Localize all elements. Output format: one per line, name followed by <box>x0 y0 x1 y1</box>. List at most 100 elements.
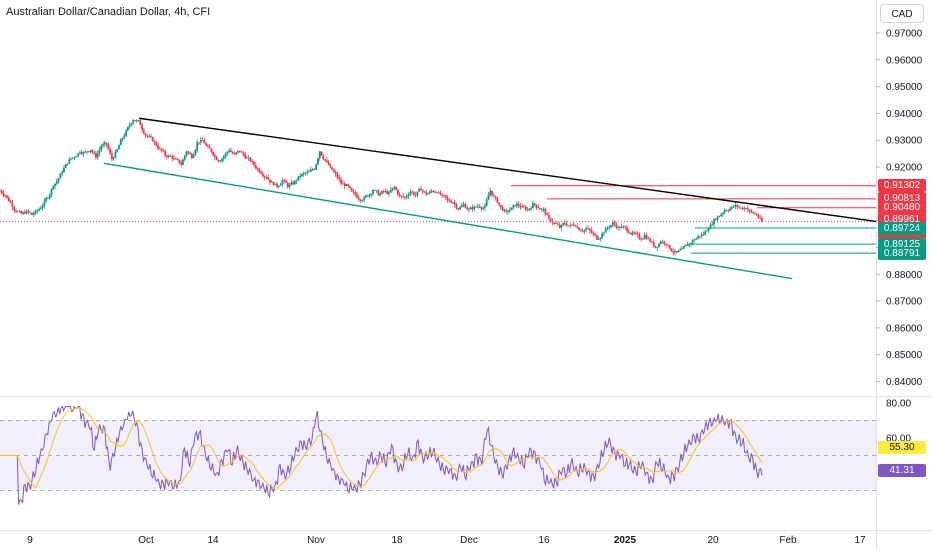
candle-body <box>738 206 740 208</box>
candle-body <box>748 210 751 211</box>
candle-body <box>485 199 488 206</box>
candle-body <box>11 203 14 207</box>
candle-body <box>43 201 46 206</box>
candle-body <box>267 177 270 180</box>
candle-body <box>517 203 520 206</box>
candle-body <box>34 210 37 214</box>
candle-body <box>567 225 570 227</box>
candle-body <box>139 120 142 126</box>
candle-body <box>709 224 712 229</box>
candle-body <box>400 195 403 197</box>
candle-body <box>370 193 373 195</box>
candle-body <box>388 192 390 194</box>
candle-body <box>349 186 351 188</box>
candle-body <box>68 159 71 164</box>
candle-body <box>562 223 564 225</box>
candle-body <box>233 153 236 155</box>
candle-body <box>670 248 673 252</box>
candle-body <box>443 194 445 196</box>
candle-body <box>585 228 588 230</box>
candle-body <box>759 217 762 219</box>
candle-body <box>484 205 486 209</box>
candle-body <box>427 193 429 195</box>
candle-body <box>638 234 641 240</box>
candle-body <box>292 182 294 185</box>
candle-body <box>608 227 611 228</box>
rsi-line <box>0 405 763 505</box>
candle-body <box>668 245 671 249</box>
candle-body <box>308 171 310 173</box>
candle-body <box>258 169 261 173</box>
candle-body <box>325 160 328 162</box>
candle-body <box>354 192 357 195</box>
candle-body <box>178 159 181 163</box>
candle-body <box>153 141 156 143</box>
candle-body <box>293 181 296 185</box>
candle-body <box>336 174 339 178</box>
candle-body <box>171 155 174 159</box>
candle-body <box>240 151 243 153</box>
candle-body <box>430 191 433 192</box>
candle-body <box>244 154 247 158</box>
candle-body <box>404 196 406 198</box>
candle-body <box>87 151 90 153</box>
candle-body <box>194 150 197 155</box>
candle-body <box>627 230 630 233</box>
candle-body <box>702 234 705 236</box>
candle-body <box>475 206 477 208</box>
y-tick-label: 0.95000 <box>886 82 923 93</box>
candle-body <box>650 241 653 243</box>
x-tick-label: Feb <box>779 535 797 546</box>
candle-body <box>674 251 676 253</box>
candle-body <box>222 156 225 159</box>
candle-body <box>492 194 495 197</box>
candle-body <box>535 204 538 208</box>
candle-body <box>672 251 675 253</box>
candle-body <box>393 186 396 188</box>
candle-body <box>741 208 744 210</box>
candle-body <box>256 168 259 170</box>
candle-body <box>542 208 545 210</box>
candle-body <box>64 164 67 168</box>
candle-body <box>619 227 621 229</box>
currency-button[interactable]: CAD <box>880 4 924 23</box>
candle-body <box>537 207 540 209</box>
candle-body <box>366 195 369 197</box>
candle-body <box>432 191 435 192</box>
y-tick-label: 0.88000 <box>886 270 923 281</box>
candle-body <box>626 227 628 231</box>
candle-body <box>221 158 223 162</box>
candle-body <box>377 190 380 196</box>
candle-body <box>563 223 566 225</box>
candle-body <box>398 194 401 196</box>
candle-body <box>590 230 593 233</box>
candle-body <box>66 163 69 165</box>
candle-body <box>507 211 509 212</box>
y-tick-label: 0.87000 <box>886 297 923 308</box>
candle-body <box>228 150 231 152</box>
candle-body <box>468 209 470 210</box>
candle-body <box>658 243 660 247</box>
x-tick-label: 17 <box>854 535 866 546</box>
rsi-ma-value-label: 55.30 <box>878 440 926 454</box>
candle-body <box>363 197 366 201</box>
candle-body <box>318 151 321 159</box>
candle-body <box>420 188 422 191</box>
candle-body <box>725 210 728 212</box>
candle-body <box>727 210 730 212</box>
candle-body <box>473 206 476 209</box>
candle-body <box>634 233 637 235</box>
candle-body <box>411 191 413 193</box>
candle-body <box>640 239 643 240</box>
y-tick-label: 0.85000 <box>886 350 923 361</box>
candle-body <box>551 221 554 223</box>
candle-body <box>167 155 170 157</box>
candle-body <box>249 157 252 162</box>
candle-body <box>341 183 344 185</box>
candle-body <box>604 228 607 233</box>
candle-body <box>276 183 278 187</box>
candle-body <box>324 159 326 161</box>
candle-body <box>707 228 710 231</box>
